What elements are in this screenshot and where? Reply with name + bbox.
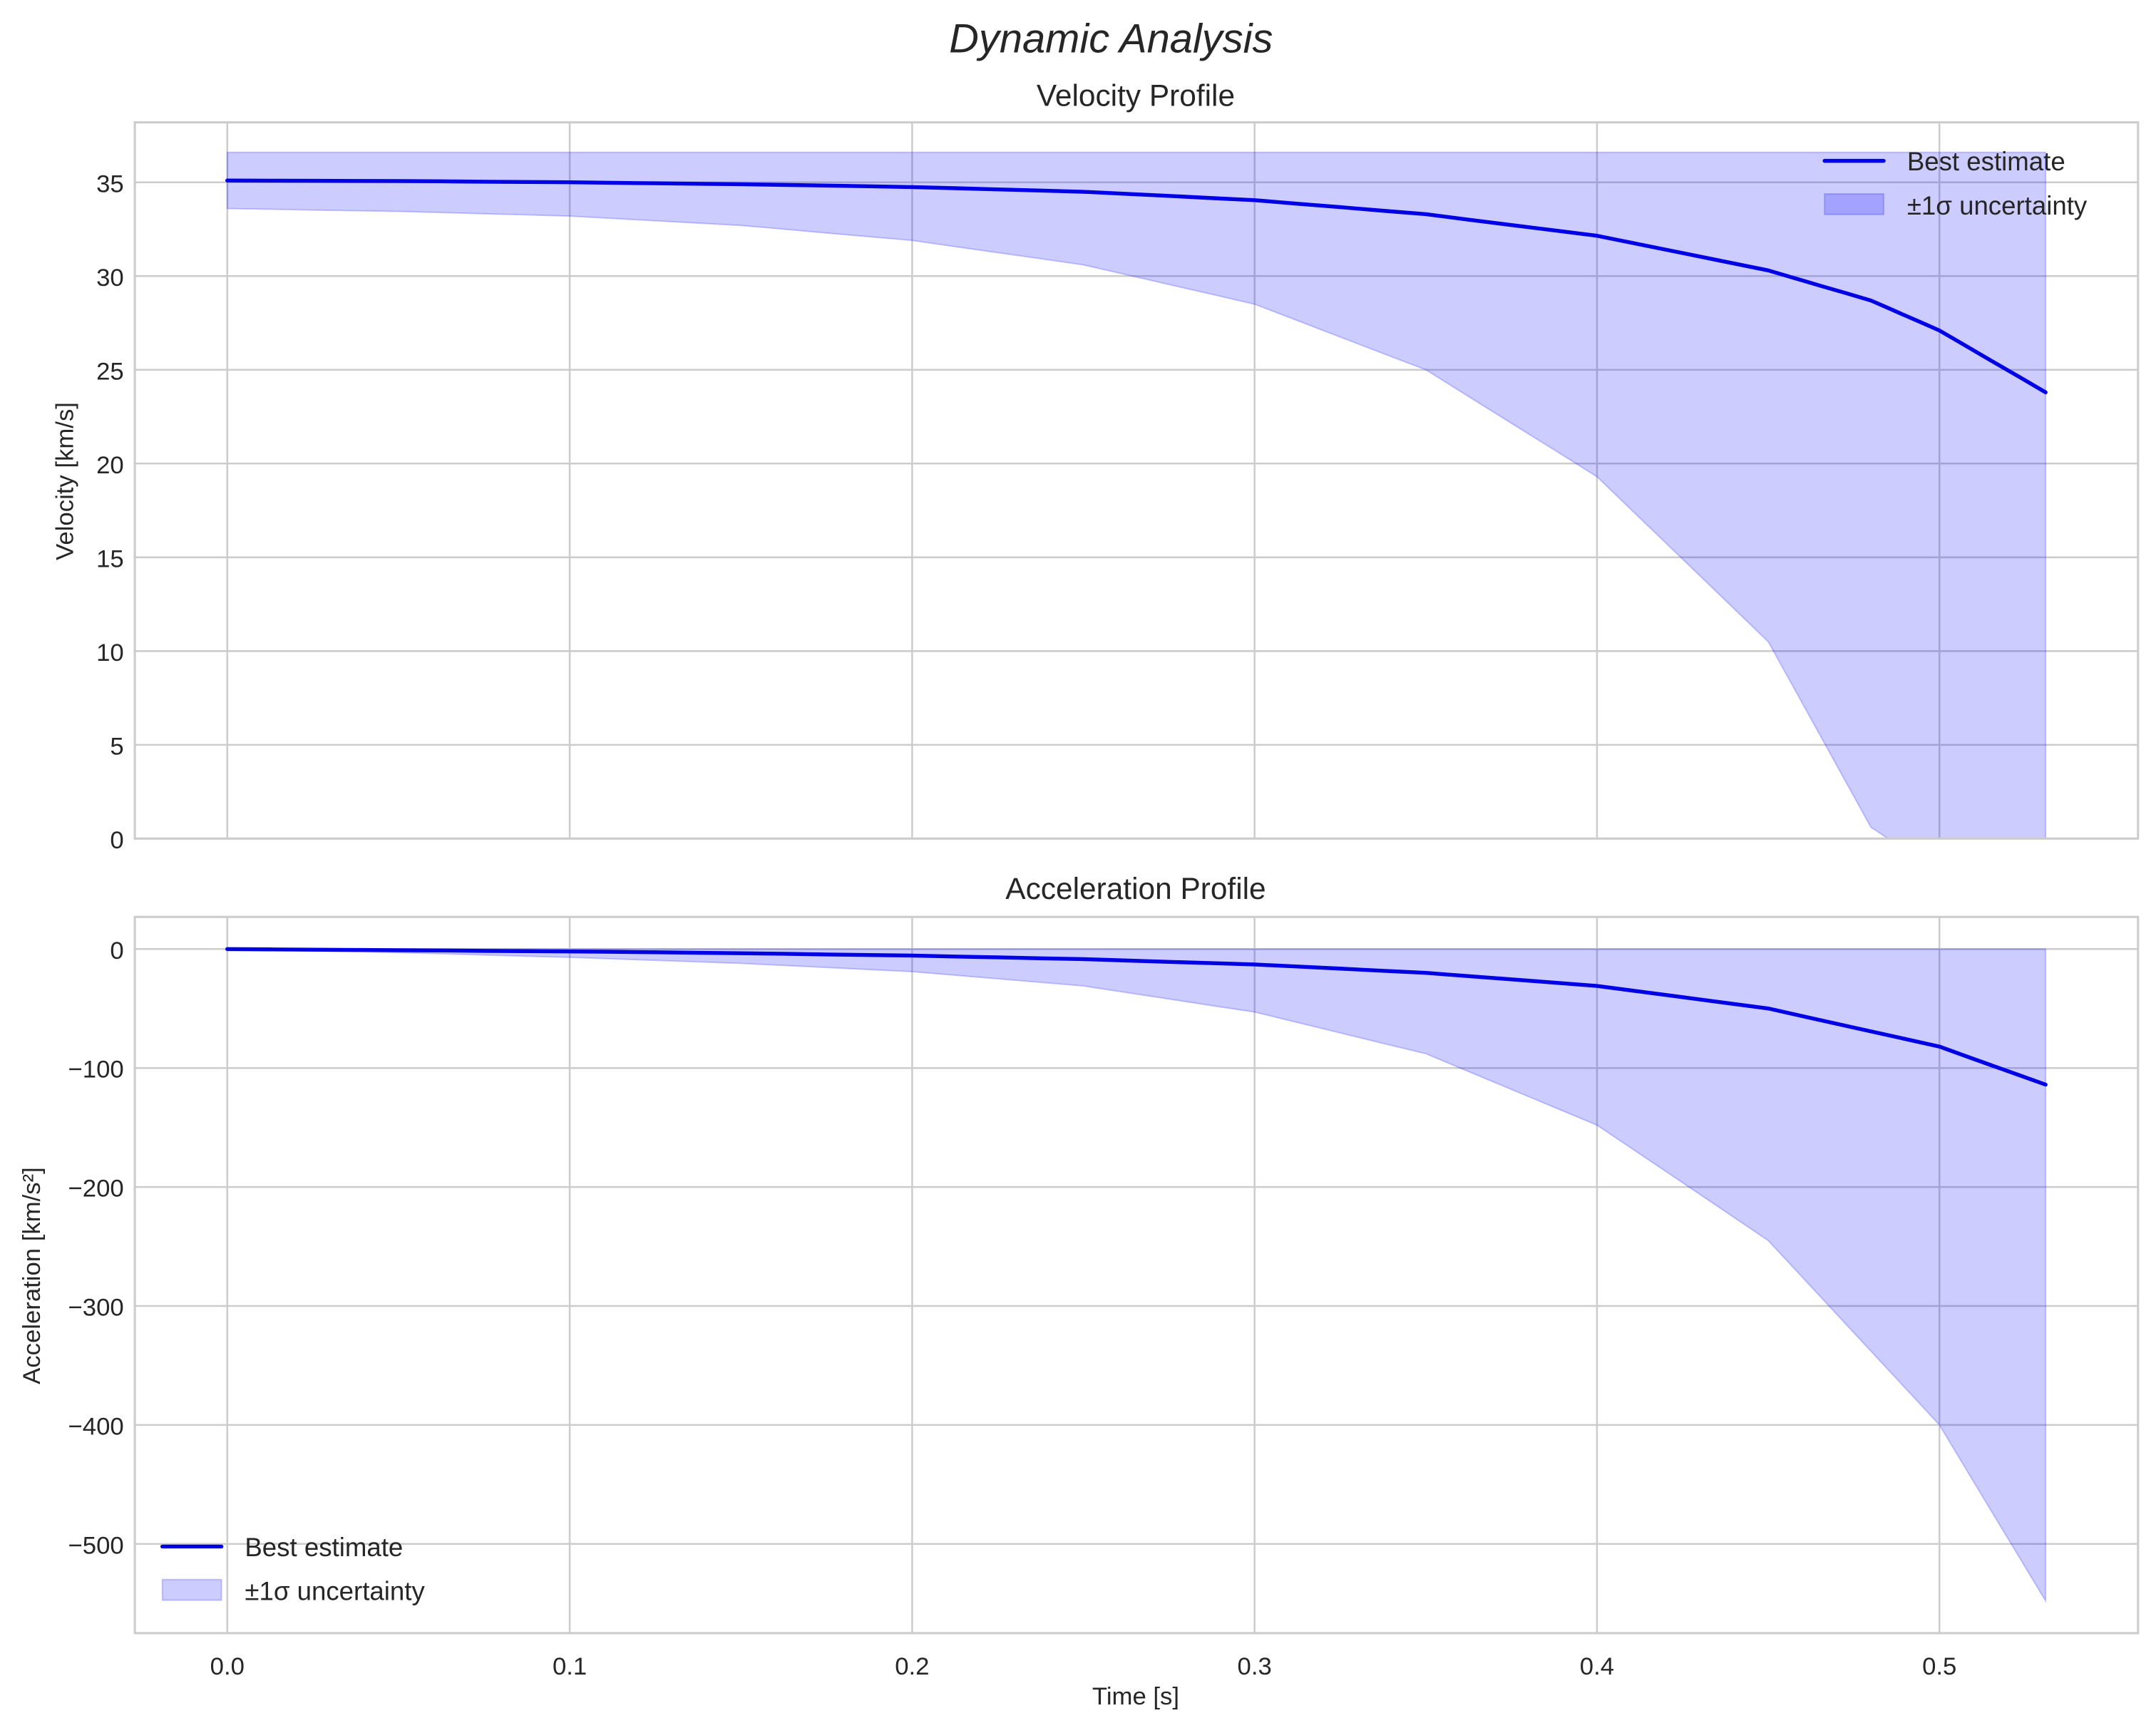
velocity-legend: Best estimate ±1σ uncertainty [1822,147,2088,220]
velocity-best-estimate-line [225,178,2048,395]
acceleration-panel: Acceleration Profile 0 −100 −200 −300 −400 −5… [19,872,2140,1710]
acceleration-title: Acceleration Profile [1005,872,1266,905]
acceleration-best-estimate-line [225,947,2048,1087]
y-tick-label: 0 [110,827,123,854]
y-tick-label: 35 [96,170,124,197]
acceleration-axes-frame [133,915,2140,1635]
uncertainty-band-area [226,151,2047,840]
y-tick-label: −400 [68,1413,124,1440]
x-tick-label: 0.4 [1580,1653,1614,1680]
y-tick-label: −200 [68,1176,124,1203]
y-tick-label: −500 [68,1532,124,1559]
acceleration-y-label: Acceleration [km/s²] [19,1167,46,1384]
x-tick-label: 0.0 [210,1653,245,1680]
velocity-title: Velocity Profile [1037,78,1235,112]
legend-label-best-estimate: Best estimate [245,1533,403,1562]
x-tick-label: 0.3 [1238,1653,1272,1680]
y-tick-label: 10 [96,639,124,667]
x-ticks: 0.0 0.1 0.2 0.3 0.4 0.5 [210,1653,1957,1680]
y-tick-label: 15 [96,545,124,572]
legend-label-uncertainty: ±1σ uncertainty [1907,191,2088,220]
velocity-panel: Velocity Profile 0 5 10 15 20 25 30 35 Velocity… [51,78,2140,854]
y-tick-label: 30 [96,264,124,292]
y-tick-label: −100 [68,1056,124,1084]
acceleration-uncertainty-band [227,948,2047,1604]
acceleration-y-ticks: 0 −100 −200 −300 −400 −500 [68,937,124,1559]
y-tick-label: 20 [96,452,124,479]
velocity-y-label: Velocity [km/s] [51,402,78,560]
velocity-y-ticks: 0 5 10 15 20 25 30 35 [96,170,124,854]
y-tick-label: −300 [68,1294,124,1321]
velocity-axes-frame [133,121,2140,840]
y-tick-label: 5 [110,733,123,760]
x-tick-label: 0.1 [553,1653,587,1680]
y-tick-label: 25 [96,358,124,385]
uncertainty-band-area [227,948,2047,1604]
y-tick-label: 0 [110,937,123,965]
best-estimate-path [225,947,2048,1087]
legend-band-swatch [1824,192,1885,215]
acceleration-legend: Best estimate ±1σ uncertainty [160,1533,425,1606]
legend-label-best-estimate: Best estimate [1907,147,2065,176]
x-axis-label: Time [s] [1092,1683,1179,1710]
x-tick-label: 0.2 [895,1653,929,1680]
figure-title: Dynamic Analysis [949,16,1273,61]
legend-band-swatch [161,1578,222,1601]
x-tick-label: 0.5 [1922,1653,1956,1680]
velocity-uncertainty-band [226,151,2047,840]
legend-label-uncertainty: ±1σ uncertainty [245,1577,425,1606]
best-estimate-path [225,178,2048,395]
acceleration-grid [135,917,2138,1633]
